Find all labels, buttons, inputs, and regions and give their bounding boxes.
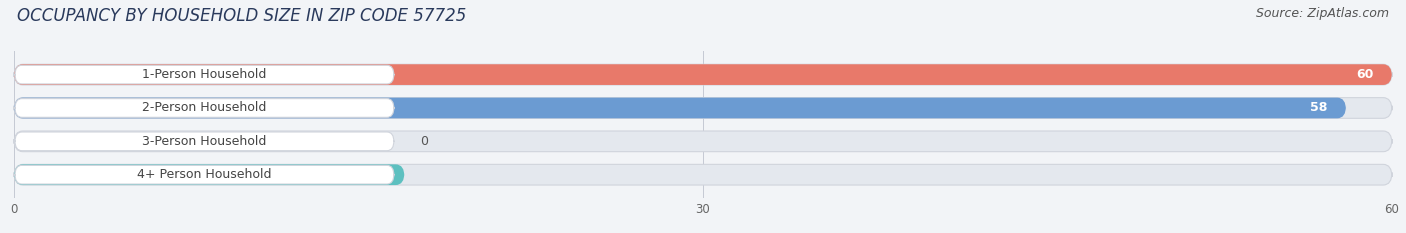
- FancyBboxPatch shape: [14, 164, 405, 185]
- Text: 60: 60: [1357, 68, 1374, 81]
- FancyBboxPatch shape: [14, 131, 1392, 152]
- FancyBboxPatch shape: [14, 98, 1392, 118]
- Text: Source: ZipAtlas.com: Source: ZipAtlas.com: [1256, 7, 1389, 20]
- FancyBboxPatch shape: [14, 64, 1392, 85]
- FancyBboxPatch shape: [14, 98, 1346, 118]
- FancyBboxPatch shape: [14, 64, 1392, 85]
- Text: 3-Person Household: 3-Person Household: [142, 135, 267, 148]
- Text: 17: 17: [368, 168, 387, 181]
- FancyBboxPatch shape: [14, 164, 1392, 185]
- Text: 1-Person Household: 1-Person Household: [142, 68, 267, 81]
- Text: 58: 58: [1310, 102, 1327, 114]
- FancyBboxPatch shape: [15, 99, 394, 117]
- Text: 2-Person Household: 2-Person Household: [142, 102, 267, 114]
- Text: OCCUPANCY BY HOUSEHOLD SIZE IN ZIP CODE 57725: OCCUPANCY BY HOUSEHOLD SIZE IN ZIP CODE …: [17, 7, 467, 25]
- Text: 4+ Person Household: 4+ Person Household: [138, 168, 271, 181]
- FancyBboxPatch shape: [15, 165, 394, 184]
- FancyBboxPatch shape: [15, 132, 394, 151]
- Text: 0: 0: [420, 135, 429, 148]
- FancyBboxPatch shape: [15, 65, 394, 84]
